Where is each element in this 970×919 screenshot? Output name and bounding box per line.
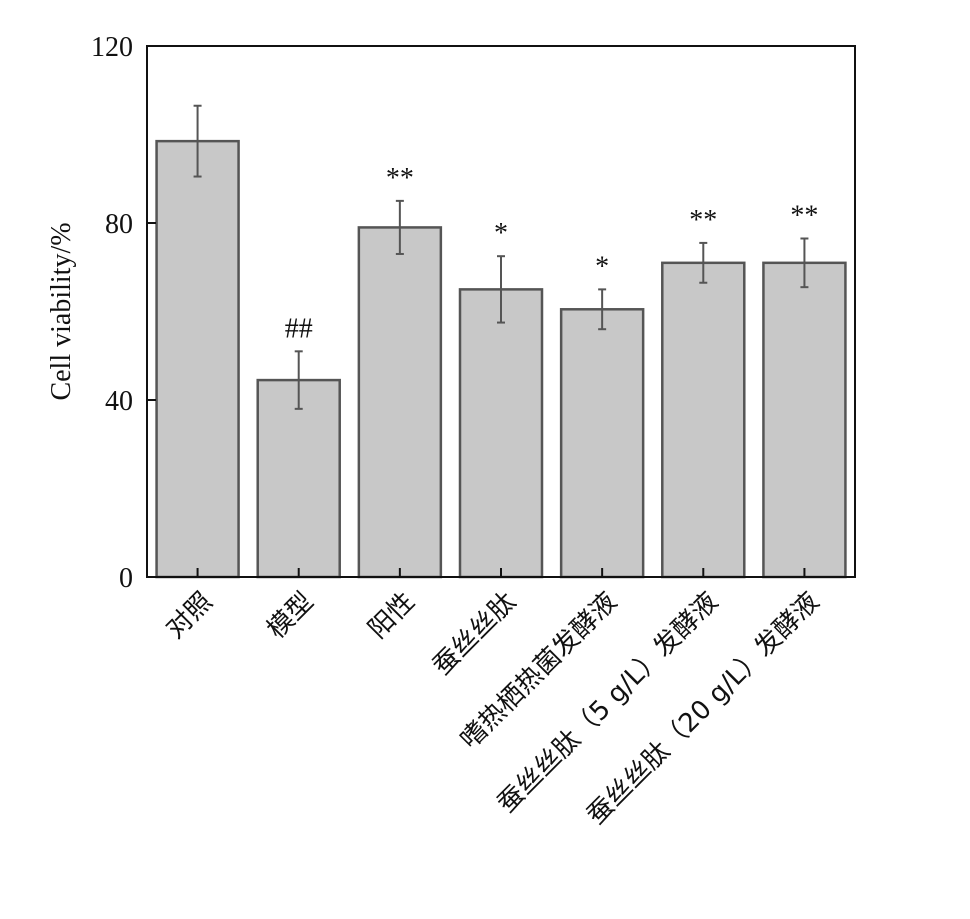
- y-axis: 0 40 80 120: [91, 32, 156, 594]
- significance-label: *: [595, 251, 609, 282]
- bar: [155, 139, 240, 579]
- bar: [256, 378, 341, 579]
- significance-label: *: [494, 218, 508, 249]
- y-tick-label: 0: [119, 563, 133, 594]
- significance-label: **: [790, 200, 818, 231]
- annotations-layer: ##****** **: [285, 163, 819, 344]
- y-tick-label: 120: [91, 32, 133, 63]
- x-tick-label: 蚕丝丝肽: [427, 587, 522, 682]
- significance-label: ##: [285, 313, 313, 344]
- x-tick-label: 模型: [262, 587, 320, 645]
- y-tick-label: 80: [105, 209, 133, 240]
- bar: [559, 308, 645, 579]
- significance-label: **: [689, 205, 717, 236]
- bar: [762, 261, 847, 579]
- x-tick-label: 阳性: [363, 587, 421, 645]
- bar: [357, 226, 443, 579]
- bar: [458, 288, 544, 579]
- bars-layer: [155, 139, 847, 579]
- significance-label: **: [386, 163, 414, 194]
- error-bars-layer: [193, 104, 809, 410]
- x-tick-label: 对照: [161, 587, 219, 645]
- y-tick-label: 40: [105, 386, 133, 417]
- bar: [661, 261, 746, 579]
- y-axis-title: Cell viability/%: [46, 222, 77, 400]
